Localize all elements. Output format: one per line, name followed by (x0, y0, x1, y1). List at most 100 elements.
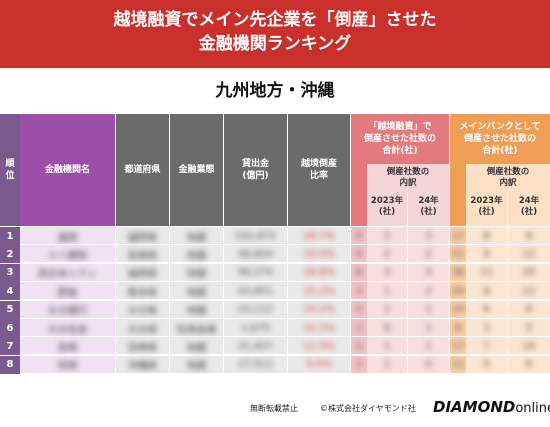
cell-loans-bg (224, 245, 287, 263)
logo-sub: online (515, 401, 550, 416)
cell-g1-24-bg (408, 227, 449, 244)
table-row: 2 十八親和 長崎県 地銀 46,824 19.0% 4 2 2 21 9 12 (0, 245, 550, 264)
cell-loans: 1,675 (241, 322, 270, 334)
cell-ratio: 11.5% (303, 340, 335, 352)
cell-pref: 長崎県 (127, 250, 158, 262)
cell-g1-2023-bg (367, 282, 407, 300)
cell-type-bg (170, 337, 223, 355)
cell-type-bg (170, 319, 223, 336)
cell-name-bg (20, 245, 115, 263)
cell-loans-bg (224, 337, 287, 355)
cell-name: 宮崎 (57, 342, 78, 354)
cell-g1-total: 2 (355, 340, 363, 352)
cell-g1-24: 2 (425, 285, 432, 297)
table-row: 1 福岡 福岡県 地銀 152,872 28.7% 5 2 3 17 8 9 (0, 227, 550, 245)
cell-rank: 6 (0, 319, 20, 337)
cell-g1-2023-bg (367, 319, 407, 336)
cell-g1-24-bg (408, 300, 449, 318)
cell-g1-total: 6 (355, 267, 363, 279)
cell-pref-bg (116, 319, 169, 336)
cell-g2-2023-bg (466, 227, 507, 244)
cell-pref-bg (116, 355, 169, 373)
cell-name-bg (20, 355, 115, 373)
cell-ratio-bg (288, 245, 350, 263)
cell-g2-24: 5 (525, 322, 533, 334)
table-row: 5 大分銀行 大分県 地銀 23,112 14.2% 2 1 1 14 6 8 (0, 300, 550, 319)
table-row: 7 宮崎 宮崎県 地銀 21,427 11.5% 2 1 1 17 7 10 (0, 337, 550, 356)
cell-g2-total: 36 (451, 267, 465, 279)
cell-type-bg (170, 282, 223, 300)
cell-g2-24: 12 (522, 248, 536, 260)
cell-loans: 152,872 (234, 230, 277, 242)
cell-ratio: 12.1% (303, 322, 335, 334)
cell-g2-2023-bg (466, 319, 507, 336)
cell-name: 十八親和 (47, 250, 88, 262)
table-row: 3 西日本シティ 福岡県 地銀 90,274 16.8% 6 3 3 36 11 25 (0, 263, 550, 282)
cell-name: 西日本シティ (37, 269, 98, 281)
cell-g1-total: 4 (355, 248, 363, 260)
cell-ratio-bg (288, 282, 350, 300)
header-group2: メインバンクとして 倒産させた社数の 合計(社) (450, 114, 550, 164)
header-group1-24: 24年 (社) (408, 192, 449, 226)
cell-g1-24: 0 (425, 359, 432, 371)
cell-g1-24: 1 (425, 304, 432, 316)
cell-loans: 46,824 (238, 248, 273, 260)
cell-g1-24-bg (408, 282, 449, 300)
cell-g1-total-bg (351, 355, 367, 373)
cell-g2-total-bg (450, 319, 466, 336)
cell-g1-total-bg (351, 337, 367, 355)
cell-g2-2023-bg (466, 245, 507, 263)
cell-pref: 熊本県 (127, 287, 158, 299)
header-group1-sub: 倒産社数の 内訳 (367, 164, 449, 192)
cell-type-bg (170, 355, 223, 373)
cell-ratio: 9.4% (306, 359, 332, 371)
cell-g2-2023-bg (466, 263, 507, 281)
footer-note: 無断転載禁止 (250, 404, 298, 413)
cell-ratio: 28.7% (303, 230, 335, 242)
title-line-2: 金融機関ランキング (198, 34, 352, 54)
cell-g2-total: 11 (451, 359, 465, 371)
cell-g1-total-bg (351, 319, 367, 336)
cell-g2-total-bg (450, 300, 466, 318)
cell-ratio-bg (288, 263, 350, 281)
cell-g1-24-bg (408, 263, 449, 281)
cell-rank: 2 (0, 245, 20, 264)
cell-g1-24: 2 (425, 248, 432, 260)
cell-g2-total-bg (450, 282, 466, 300)
cell-g2-24-bg (508, 355, 550, 373)
cell-g2-24-bg (508, 227, 550, 244)
cell-g2-2023: 3 (483, 322, 490, 334)
cell-g2-2023-bg (466, 282, 507, 300)
footer-copyright: ©株式会社ダイヤモンド社 (320, 404, 416, 413)
cell-ratio-bg (288, 300, 350, 318)
header-ratio: 越境倒産 比率 (288, 114, 350, 226)
cell-g2-2023: 5 (483, 359, 490, 371)
cell-loans-bg (224, 263, 287, 281)
cell-g1-2023-bg (367, 263, 407, 281)
cell-pref: 大分県 (127, 324, 158, 336)
cell-name: 肥後 (57, 287, 78, 299)
header-pref: 都道府県 (116, 114, 169, 226)
cell-pref-bg (116, 245, 169, 263)
cell-g1-2023-bg (367, 227, 407, 244)
cell-g2-24: 8 (525, 304, 533, 316)
cell-g2-total-bg (450, 355, 466, 373)
cell-loans: 23,112 (238, 304, 273, 316)
cell-g1-24-bg (408, 355, 449, 373)
cell-ratio-bg (288, 227, 350, 244)
cell-type: 地銀 (186, 232, 207, 244)
cell-type: 地銀 (186, 250, 207, 262)
cell-name-bg (20, 227, 115, 244)
cell-type: 地銀 (186, 361, 207, 373)
cell-g2-total: 8 (454, 322, 462, 334)
cell-g1-2023: 1 (383, 340, 391, 352)
cell-pref-bg (116, 263, 169, 281)
cell-g1-total-bg (351, 227, 367, 244)
table-row: 4 肥後 熊本県 地銀 43,651 15.2% 3 1 2 20 8 12 (0, 282, 550, 301)
diamond-online-logo: DIAMONDonline (433, 398, 550, 416)
table-row: 8 琉球 沖縄県 地銀 17,512 9.4% 1 1 0 11 5 6 (0, 355, 550, 374)
cell-g1-2023: 1 (383, 285, 391, 297)
cell-type-bg (170, 245, 223, 263)
cell-g1-total: 5 (355, 230, 363, 242)
cell-ratio-bg (288, 319, 350, 336)
